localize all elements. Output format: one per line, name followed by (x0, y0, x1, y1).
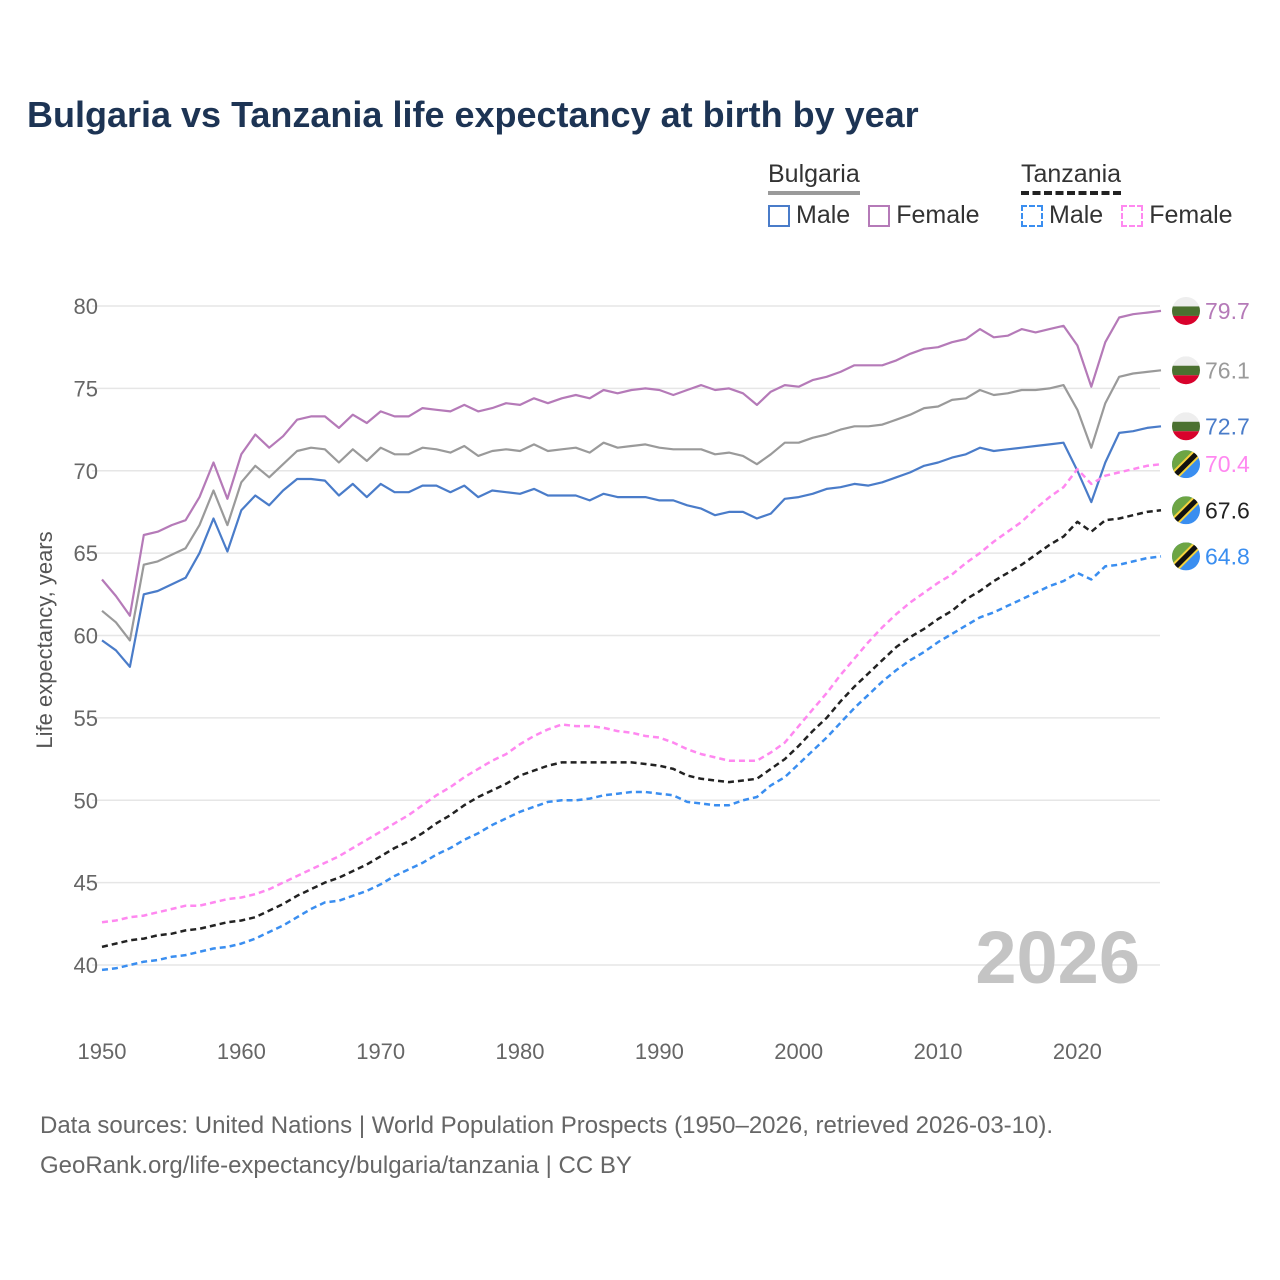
series-line-tanzania-female (101, 462, 1162, 924)
legend-swatch (768, 204, 790, 227)
flag-stripe (1172, 306, 1200, 316)
y-tick-label: 55 (74, 706, 98, 731)
x-tick-label: 2000 (774, 1039, 823, 1064)
flag-band (1172, 542, 1200, 571)
legend-item-tanzania-male[interactable]: Male (1021, 201, 1103, 230)
source-note: Data sources: United Nations | World Pop… (40, 1106, 1053, 1186)
tanzania-flag-icon (1172, 450, 1200, 479)
legend-label: Female (896, 201, 980, 229)
year-watermark: 2026 (975, 916, 1140, 999)
bulgaria-flag-icon (1172, 356, 1200, 385)
legend-swatch (868, 204, 891, 227)
legend-label: Female (1149, 201, 1233, 229)
series-line-tanzania-total (101, 509, 1162, 949)
flag-stripe (1172, 315, 1200, 325)
legend-tanzania: Tanzania Male Female (1021, 160, 1233, 230)
flag-band (1172, 450, 1200, 479)
end-value-label: 64.8 (1205, 543, 1250, 569)
plot-area: 40 45 50 55 60 65 70 75 80 1950 1960 1970 1980 1990 20… (32, 294, 1250, 1064)
legend-group-title: Tanzania (1021, 160, 1122, 195)
chart-title: Bulgaria vs Tanzania life expectancy at … (27, 94, 919, 135)
end-value-label: 70.4 (1205, 451, 1250, 477)
bulgaria-flag-icon (1172, 296, 1200, 325)
legend-item-tanzania-female[interactable]: Female (1121, 201, 1233, 230)
x-tick-label: 1970 (356, 1039, 405, 1064)
flag-stripe (1172, 365, 1200, 376)
y-tick-label: 60 (74, 624, 98, 649)
end-value-label: 72.7 (1205, 413, 1250, 439)
tanzania-flag-icon (1172, 496, 1200, 525)
legend-item-bulgaria-female[interactable]: Female (868, 201, 980, 230)
x-tick-label: 1980 (496, 1039, 545, 1064)
end-value-label: 76.1 (1205, 357, 1250, 383)
x-tick-label: 2020 (1053, 1039, 1102, 1064)
series-line-bulgaria-total (101, 369, 1162, 642)
flag-stripe (1172, 356, 1200, 367)
y-tick-label: 45 (74, 871, 98, 896)
series-line-bulgaria-male (101, 425, 1162, 668)
legend-swatch (1121, 204, 1144, 227)
legend-group-title: Bulgaria (768, 160, 860, 195)
flag-stripe (1172, 431, 1200, 441)
end-value-label: 79.7 (1205, 298, 1250, 324)
flag-band (1172, 496, 1200, 525)
y-tick-label: 75 (74, 376, 98, 401)
x-tick-label: 1960 (217, 1039, 266, 1064)
end-value-label: 67.6 (1205, 497, 1250, 523)
x-tick-label: 1990 (635, 1039, 684, 1064)
flag-stripe (1172, 421, 1200, 432)
x-tick-label: 1950 (78, 1039, 127, 1064)
bulgaria-flag-icon (1172, 412, 1200, 441)
y-tick-label: 80 (74, 294, 98, 319)
x-tick-label: 2010 (914, 1039, 963, 1064)
legend-label: Male (1049, 201, 1104, 229)
legend-label: Male (796, 201, 851, 229)
series-line-tanzania-male (101, 555, 1162, 972)
series-line-bulgaria-female (101, 309, 1162, 617)
flag-stripe (1172, 412, 1200, 423)
tanzania-flag-icon (1172, 542, 1200, 571)
legend-item-bulgaria-male[interactable]: Male (768, 201, 850, 230)
flag-stripe (1172, 375, 1200, 385)
legend-bulgaria: Bulgaria Male Female (768, 160, 980, 230)
y-tick-label: 40 (74, 953, 98, 978)
y-tick-label: 65 (74, 541, 98, 566)
legend-swatch (1021, 204, 1043, 227)
y-tick-label: 50 (74, 788, 98, 813)
flag-stripe (1172, 296, 1200, 307)
source-link[interactable]: GeoRank.org/life-expectancy/bulgaria/tan… (40, 1152, 632, 1179)
y-tick-label: 70 (74, 459, 98, 484)
y-axis-label: Life expectancy, years (32, 531, 57, 748)
source-line: Data sources: United Nations | World Pop… (40, 1112, 1054, 1139)
